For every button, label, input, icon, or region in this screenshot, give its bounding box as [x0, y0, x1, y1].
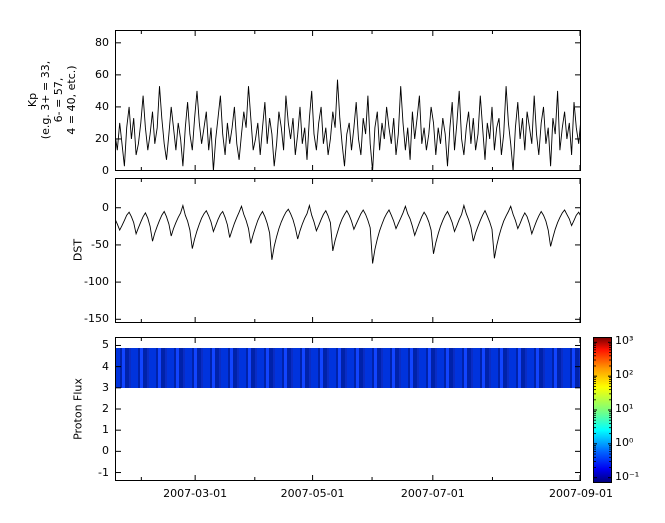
y-tick-label: 5 [102, 338, 109, 352]
proton-flux-panel [115, 337, 581, 481]
colorbar-tick-label: 10² [615, 368, 634, 382]
colorbar-tick-label: 10¹ [615, 402, 634, 415]
kp-panel [115, 30, 581, 171]
x-tick-label: 2007-07-01 [400, 487, 465, 500]
y-tick-label: 2 [102, 402, 109, 415]
y-tick-label: 20 [95, 131, 109, 145]
kp-line [115, 79, 581, 171]
colorbar-tick-label: 10⁻¹ [615, 469, 640, 483]
x-tick-label: 2007-03-01 [163, 487, 228, 500]
y-tick-label: 60 [95, 67, 109, 81]
y-tick-label: -150 [84, 312, 109, 326]
colorbar-tick-label: 10³ [615, 334, 634, 348]
colorbar-tick-label: 10⁰ [615, 435, 634, 449]
y-tick-label: 80 [95, 35, 109, 49]
y-tick-label: 0 [102, 444, 109, 458]
y-tick-label: 1 [102, 423, 109, 437]
proton-flux-band [116, 347, 580, 388]
proton-flux-plot-svg [115, 337, 581, 481]
x-tick-label: 2007-09-01 [549, 487, 613, 500]
y-tick-label: 3 [102, 380, 109, 394]
colorbar-ticks-svg [594, 341, 611, 479]
y-tick-label: -1 [98, 465, 109, 479]
y-tick-label: 40 [95, 99, 109, 113]
dst-panel [115, 178, 581, 323]
dst-line [115, 203, 581, 264]
dst-plot-svg [115, 178, 581, 323]
y-tick-label: -100 [84, 275, 109, 289]
colorbar [593, 337, 612, 483]
kp-plot-svg [115, 30, 581, 171]
y-tick-label: -50 [91, 237, 109, 251]
x-tick-label: 2007-05-01 [280, 487, 345, 500]
y-tick-label: 0 [102, 200, 109, 214]
y-tick-label: 0 [102, 164, 109, 177]
y-tick-label: 4 [102, 359, 109, 373]
